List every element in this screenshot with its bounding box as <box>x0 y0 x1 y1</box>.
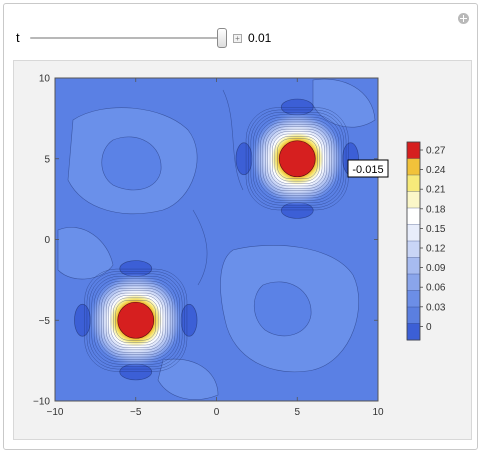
peak-contour <box>272 133 323 184</box>
peak-contour <box>93 278 178 363</box>
legend-label: 0.15 <box>426 224 446 235</box>
peak-contour <box>262 124 332 194</box>
legend-swatch <box>406 323 421 341</box>
field-patch <box>157 358 219 400</box>
peak-core <box>278 140 316 178</box>
peak-contour <box>98 283 173 358</box>
peak-core <box>117 301 155 339</box>
peak-contour <box>105 290 166 351</box>
value-tooltip: -0.015 <box>347 159 389 178</box>
panel-options-icon[interactable] <box>458 13 469 24</box>
peak-contour <box>257 119 337 199</box>
color-legend: 0.27 0.24 0.21 0.18 0.15 0.12 0.09 0.06 0.03 0 <box>406 141 446 341</box>
peak-contour <box>250 112 344 206</box>
parameter-label: t <box>16 30 20 45</box>
legend-swatch <box>406 224 421 242</box>
tooltip-value: -0.015 <box>352 164 383 176</box>
peak-contour <box>274 136 320 182</box>
slider-thumb[interactable] <box>217 28 227 48</box>
peak-contour <box>265 126 330 191</box>
legend-frame <box>406 141 421 341</box>
peak-contour <box>269 131 325 187</box>
peak-contour <box>260 121 335 196</box>
legend-label: 0.12 <box>426 244 446 255</box>
peak-contour <box>84 268 188 372</box>
contour-line <box>192 209 208 286</box>
peak-contour <box>253 114 342 203</box>
peak-contour <box>277 138 318 179</box>
contour-field <box>57 78 376 400</box>
legend-swatch <box>406 191 421 209</box>
parameter-value: 0.01 <box>248 31 272 45</box>
x-tick-label: −10 <box>47 407 64 418</box>
x-tick-label: 0 <box>214 407 220 418</box>
slider-expand-icon[interactable]: + <box>233 34 242 43</box>
peak-contour <box>86 271 185 370</box>
peak-group <box>84 107 349 372</box>
peak-contour <box>110 295 161 346</box>
legend-swatch <box>406 240 421 258</box>
peak-contour <box>248 109 347 208</box>
legend-swatch <box>406 290 421 308</box>
peak-contour <box>245 107 349 211</box>
legend-swatch <box>406 273 421 291</box>
peak-contour <box>91 276 180 365</box>
legend-swatch <box>406 257 421 275</box>
legend-label: 0.27 <box>426 146 446 157</box>
peak-contour <box>96 280 176 360</box>
legend-label: 0.06 <box>426 283 446 294</box>
peak-contour <box>115 300 156 341</box>
x-tick-label: 5 <box>294 407 300 418</box>
field-patch <box>57 227 114 280</box>
trough <box>74 303 91 337</box>
field-patch <box>253 281 312 337</box>
parameter-slider[interactable] <box>30 37 226 39</box>
trough-group <box>74 98 359 381</box>
y-tick-label: 10 <box>39 74 51 85</box>
peak-contour <box>108 292 164 348</box>
peak-contour <box>101 285 171 355</box>
peak-contour <box>113 297 159 343</box>
x-tick-label: −5 <box>130 407 142 418</box>
legend-swatch <box>406 174 421 192</box>
axes: −10 −5 0 5 10 −10 −5 0 5 10 <box>33 74 384 419</box>
legend-label: 0 <box>426 322 432 333</box>
legend-swatch <box>406 158 421 176</box>
legend-label: 0.03 <box>426 302 446 313</box>
legend-label: 0.21 <box>426 185 446 196</box>
peak-contour <box>89 273 183 367</box>
y-tick-label: −5 <box>39 316 51 327</box>
trough <box>235 142 253 176</box>
contour-line <box>222 89 244 191</box>
legend-swatch <box>406 141 421 159</box>
peak-contour <box>255 116 340 201</box>
legend-label: 0.24 <box>426 165 446 176</box>
y-tick-label: −10 <box>33 397 50 408</box>
field-patch <box>101 136 162 191</box>
trough <box>180 303 198 337</box>
peak-contour <box>103 288 168 353</box>
legend-swatch <box>406 207 421 225</box>
legend-label: 0.09 <box>426 263 446 274</box>
x-tick-label: 10 <box>372 407 384 418</box>
legend-label: 0.18 <box>426 204 446 215</box>
peak-contour <box>267 128 328 189</box>
y-tick-label: 0 <box>44 235 50 246</box>
y-tick-label: 5 <box>44 154 50 165</box>
legend-swatch <box>406 306 421 324</box>
